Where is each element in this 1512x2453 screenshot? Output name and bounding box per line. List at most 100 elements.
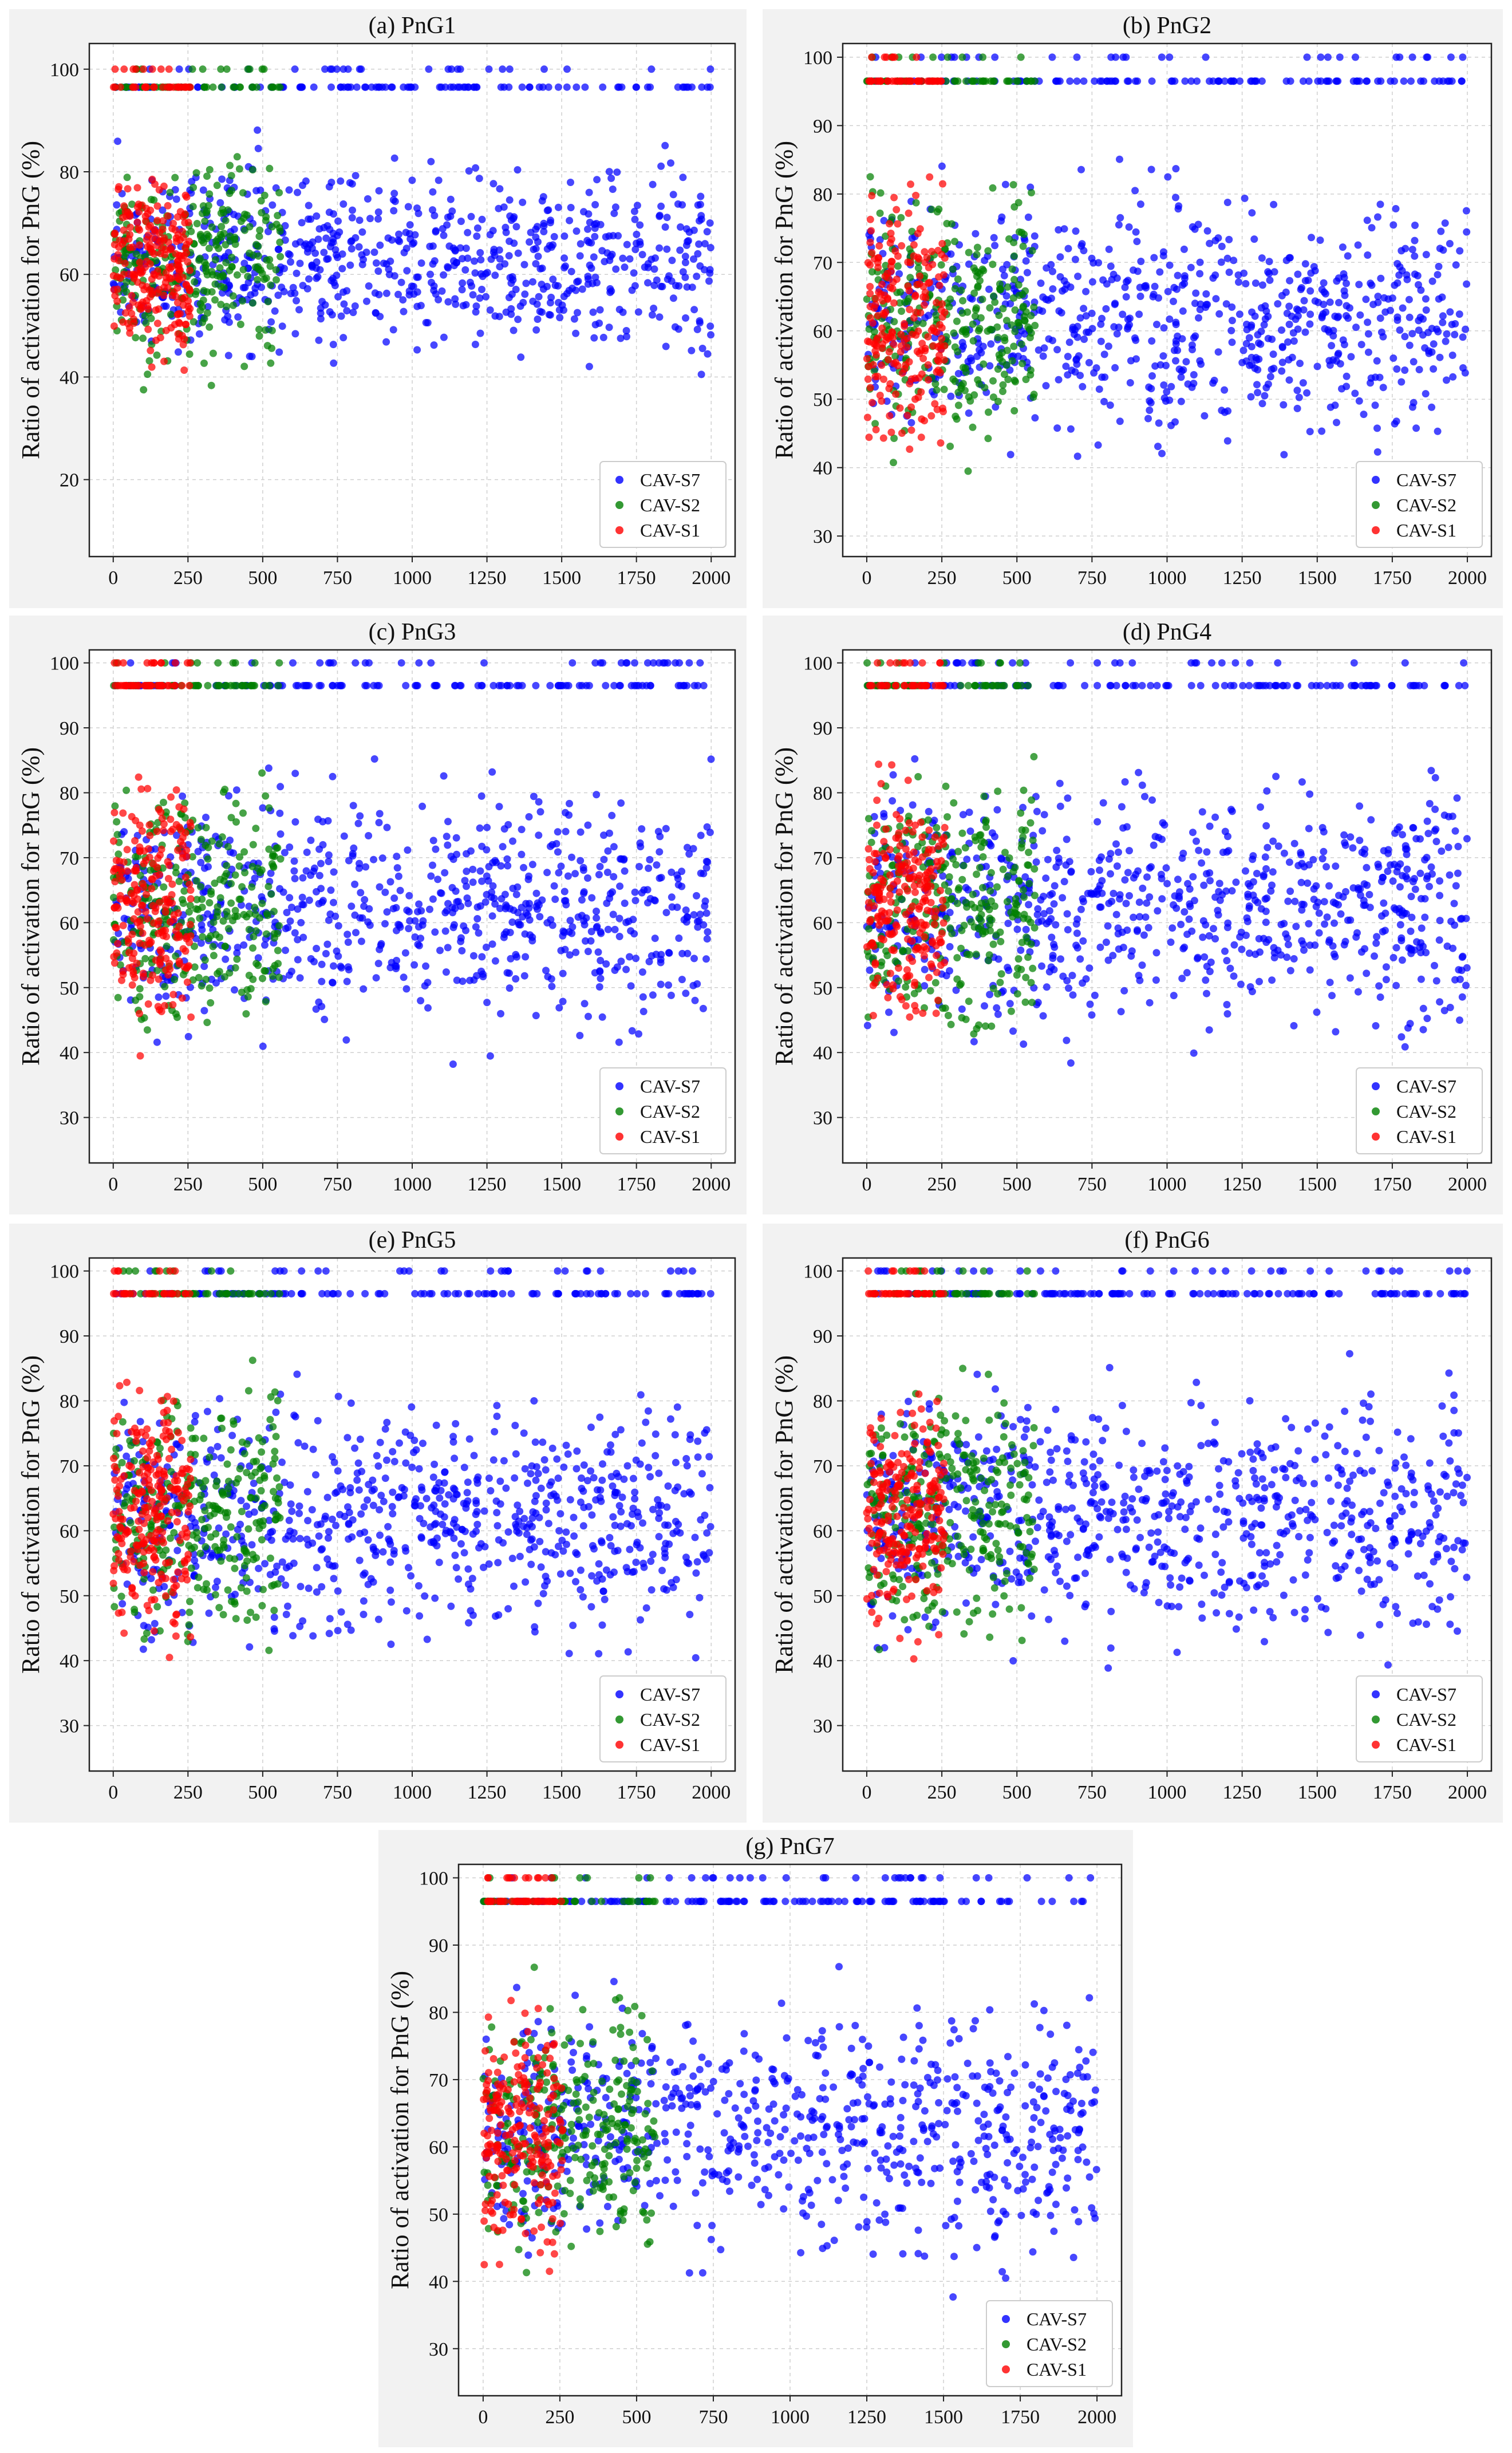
- point-cav-s7: [1299, 379, 1307, 387]
- point-cav-s7: [573, 227, 581, 235]
- point-cav-s7: [1049, 285, 1057, 293]
- point-cav-s7: [491, 957, 499, 965]
- point-cav-s2: [252, 927, 260, 935]
- point-cav-s1: [864, 259, 872, 267]
- point-cav-s7: [464, 254, 472, 262]
- point-cav-s7: [966, 827, 974, 835]
- point-cav-s7: [1448, 813, 1456, 821]
- point-cav-s7: [1392, 944, 1400, 952]
- point-cav-s7: [535, 293, 543, 301]
- point-cav-s7: [1331, 953, 1339, 961]
- point-cav-s7: [1181, 77, 1189, 85]
- point-cav-s2: [258, 900, 266, 908]
- point-cav-s7: [1183, 930, 1191, 938]
- point-cav-s1: [181, 321, 190, 329]
- point-cav-s7: [1462, 325, 1470, 333]
- point-cav-s7: [491, 900, 499, 908]
- point-cav-s7: [1296, 360, 1304, 368]
- point-cav-s7: [313, 945, 321, 952]
- point-cav-s2: [933, 386, 941, 394]
- point-cav-s7: [462, 301, 470, 309]
- point-cav-s7: [585, 210, 593, 218]
- point-cav-s7: [1343, 372, 1351, 380]
- point-cav-s7: [427, 872, 435, 880]
- point-cav-s7: [1166, 53, 1174, 61]
- point-cav-s2: [240, 362, 248, 370]
- point-cav-s7: [638, 889, 646, 897]
- point-cav-s7: [275, 348, 283, 356]
- point-cav-s2: [143, 1026, 151, 1034]
- point-cav-s7: [278, 283, 286, 291]
- point-cav-s7: [471, 269, 479, 277]
- point-cav-s7: [441, 83, 449, 91]
- point-cav-s7: [676, 246, 684, 254]
- point-cav-s2: [199, 933, 207, 941]
- point-cav-s1: [175, 803, 183, 811]
- point-cav-s7: [464, 228, 472, 236]
- point-cav-s7: [665, 949, 673, 957]
- point-cav-s1: [915, 255, 923, 263]
- point-cav-s1: [178, 681, 186, 689]
- point-cav-s7: [593, 908, 600, 915]
- point-cav-s1: [165, 861, 173, 869]
- point-cav-s7: [684, 843, 691, 851]
- point-cav-s2: [171, 976, 179, 984]
- point-cav-s1: [866, 77, 874, 85]
- point-cav-s7: [330, 210, 337, 218]
- point-cav-s7: [1445, 77, 1453, 85]
- point-cav-s7: [546, 681, 554, 689]
- point-cav-s7: [330, 868, 338, 876]
- point-cav-s7: [1225, 269, 1233, 276]
- point-cav-s7: [431, 928, 439, 936]
- point-cav-s1: [907, 180, 914, 188]
- point-cav-s7: [1088, 309, 1096, 317]
- point-cav-s2: [153, 351, 161, 359]
- point-cav-s7: [1163, 388, 1171, 396]
- point-cav-s7: [540, 219, 548, 227]
- point-cav-s7: [1349, 844, 1357, 852]
- point-cav-s7: [1456, 247, 1464, 255]
- point-cav-s2: [206, 165, 214, 173]
- point-cav-s7: [1430, 340, 1438, 348]
- point-cav-s7: [1156, 361, 1164, 369]
- point-cav-s7: [1343, 312, 1350, 320]
- point-cav-s2: [267, 359, 275, 367]
- point-cav-s1: [921, 417, 929, 425]
- point-cav-s1: [159, 826, 167, 834]
- point-cav-s7: [635, 863, 643, 870]
- point-cav-s7: [318, 298, 326, 306]
- point-cav-s7: [557, 862, 565, 870]
- x-tick-label: 250: [173, 1174, 203, 1195]
- point-cav-s7: [457, 937, 465, 945]
- point-cav-s7: [334, 952, 342, 960]
- point-cav-s1: [131, 881, 139, 889]
- point-cav-s7: [1450, 900, 1458, 908]
- point-cav-s7: [287, 968, 295, 975]
- point-cav-s7: [461, 266, 469, 274]
- point-cav-s1: [184, 258, 192, 266]
- point-cav-s1: [148, 875, 156, 884]
- point-cav-s7: [1088, 1011, 1096, 1019]
- point-cav-s7: [535, 83, 543, 91]
- point-cav-s1: [143, 236, 151, 243]
- point-cav-s1: [155, 186, 163, 194]
- point-cav-s1: [110, 837, 117, 845]
- point-cav-s7: [322, 234, 330, 242]
- point-cav-s1: [148, 65, 156, 73]
- point-cav-s7: [688, 346, 696, 354]
- point-cav-s7: [1182, 358, 1190, 366]
- point-cav-s7: [349, 850, 357, 858]
- point-cav-s2: [223, 65, 231, 73]
- point-cav-s7: [1422, 295, 1430, 303]
- chart-title: (b) PnG2: [1123, 13, 1211, 39]
- point-cav-s2: [223, 862, 231, 870]
- point-cav-s7: [1389, 221, 1397, 229]
- y-tick-label: 70: [813, 848, 832, 869]
- point-cav-s7: [1158, 895, 1166, 903]
- point-cav-s7: [489, 227, 497, 235]
- point-cav-s7: [496, 905, 504, 912]
- point-cav-s2: [123, 288, 131, 296]
- point-cav-s2: [919, 320, 927, 328]
- point-cav-s2: [203, 1019, 211, 1027]
